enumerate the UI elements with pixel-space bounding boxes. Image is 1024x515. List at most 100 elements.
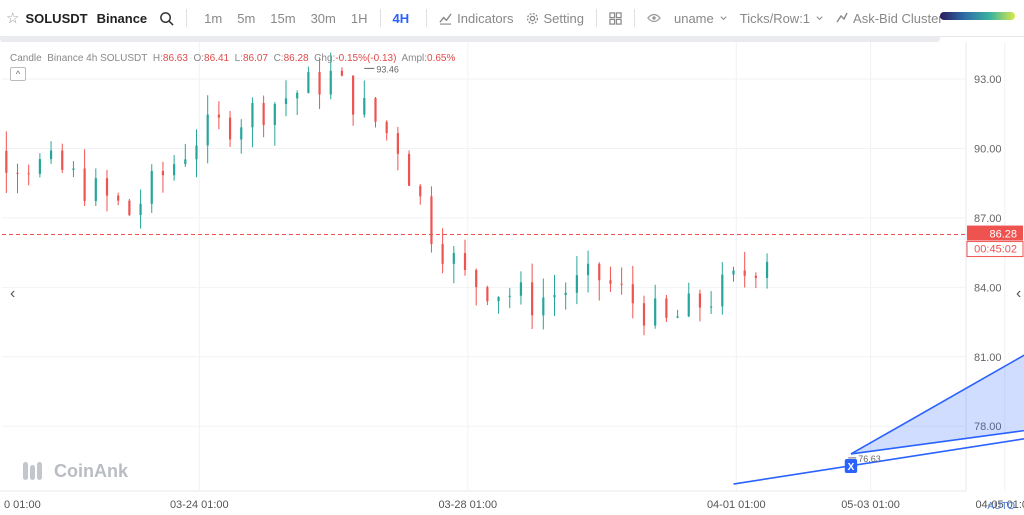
candle-body[interactable] (620, 283, 623, 285)
toolbar-divider (633, 9, 635, 27)
setting-button[interactable]: Setting (520, 11, 590, 26)
favorite-star-icon[interactable]: ☆ (6, 10, 20, 27)
candle-body[interactable] (72, 168, 75, 170)
indicators-label: Indicators (457, 10, 514, 26)
candle-body[interactable] (38, 159, 41, 174)
timeframe-5m[interactable]: 5m (237, 10, 256, 26)
candle-body[interactable] (654, 298, 657, 326)
symbol-selector[interactable]: SOLUSDT Binance (19, 11, 153, 26)
candle-body[interactable] (49, 150, 53, 160)
candle-body[interactable] (318, 72, 321, 95)
candle-body[interactable] (83, 168, 86, 202)
candle-body[interactable] (329, 70, 332, 95)
ticks-row-selector[interactable]: Ticks/Row:1 (734, 11, 830, 26)
candle-body[interactable] (430, 196, 433, 244)
candle-body[interactable] (396, 133, 399, 154)
indicators-button[interactable]: Indicators (433, 11, 519, 26)
low-annotation-label: 76.63 (858, 454, 881, 464)
candle-body[interactable] (631, 284, 634, 304)
pattern-point-x-box[interactable] (844, 458, 858, 473)
candle-body[interactable] (519, 282, 523, 296)
user-menu[interactable]: uname (641, 11, 734, 26)
candle-body[interactable] (94, 178, 97, 202)
candle-body[interactable] (475, 270, 478, 288)
candle-body[interactable] (105, 178, 109, 196)
candle-body[interactable] (195, 145, 198, 160)
candle-body[interactable] (307, 72, 310, 93)
search-icon[interactable] (153, 11, 180, 26)
candle-body[interactable] (217, 114, 220, 118)
candle-body[interactable] (139, 203, 142, 216)
candle-body[interactable] (407, 153, 411, 186)
candle-body[interactable] (598, 263, 601, 281)
candle-body[interactable] (117, 195, 120, 201)
candle-body[interactable] (296, 92, 299, 99)
candle-body[interactable] (206, 114, 209, 146)
candle-body[interactable] (184, 159, 187, 165)
candle-body[interactable] (352, 75, 355, 115)
candle-body[interactable] (676, 316, 679, 318)
candle-body[interactable] (765, 261, 769, 279)
candle-body[interactable] (754, 275, 757, 279)
auto-scale-button[interactable]: AUTO (987, 501, 1015, 512)
candle-body[interactable] (161, 170, 165, 176)
candle-body[interactable] (273, 103, 276, 126)
legend-change: -0.15%(-0.13) (335, 53, 397, 64)
candle-body[interactable] (497, 296, 500, 302)
candle-body[interactable] (228, 117, 232, 140)
candle-body[interactable] (240, 127, 243, 140)
price-axis-panel[interactable] (966, 42, 1024, 515)
toolbar-divider (379, 9, 381, 27)
candle-body[interactable] (564, 292, 567, 296)
candle-body[interactable] (385, 121, 388, 134)
candle-body[interactable] (575, 275, 578, 293)
candle-body[interactable] (452, 253, 455, 264)
candle-body[interactable] (128, 200, 131, 216)
candle-body[interactable] (173, 164, 176, 176)
legend-collapse-button[interactable]: ^ (10, 67, 26, 81)
candle-body[interactable] (150, 170, 153, 204)
candle-body[interactable] (441, 243, 444, 264)
candle-body[interactable] (363, 98, 366, 115)
candle-body[interactable] (27, 173, 30, 175)
high-annotation-label: 93.46 (376, 64, 399, 74)
candle-body[interactable] (542, 297, 545, 316)
candle-body[interactable] (508, 295, 511, 297)
layout-grid-icon[interactable] (603, 11, 628, 25)
harmonic-triangle-xab[interactable] (850, 243, 1024, 455)
candle-body[interactable] (374, 98, 377, 122)
candle-body[interactable] (531, 282, 534, 316)
candle-body[interactable] (743, 270, 746, 276)
heatmap-gradient-bar[interactable] (940, 12, 1015, 20)
candle-body[interactable] (687, 293, 690, 317)
candle-body[interactable] (721, 274, 724, 307)
candle-body[interactable] (609, 280, 612, 284)
candle-body[interactable] (698, 293, 702, 308)
candle-body[interactable] (642, 303, 646, 326)
timeframe-1h[interactable]: 1H (350, 10, 368, 26)
horizontal-scrollbar[interactable] (0, 36, 940, 42)
candle-body[interactable] (665, 298, 668, 318)
chevron-right-icon[interactable]: ‹ (1016, 285, 1022, 302)
candle-body[interactable] (710, 306, 713, 308)
candle-body[interactable] (553, 295, 556, 298)
gear-icon (526, 12, 538, 24)
candle-body[interactable] (340, 70, 344, 76)
timeframe-1m[interactable]: 1m (204, 10, 223, 26)
chevron-left-icon[interactable]: ‹ (10, 285, 16, 302)
candle-body[interactable] (732, 270, 735, 275)
candle-body[interactable] (586, 263, 590, 276)
candle-body[interactable] (5, 150, 8, 173)
candle-body[interactable] (251, 103, 254, 128)
candle-body[interactable] (486, 287, 489, 302)
candle-body[interactable] (463, 253, 467, 271)
candle-body[interactable] (262, 103, 265, 126)
candle-body[interactable] (419, 185, 422, 197)
timeframe-4h[interactable]: 4H (392, 10, 410, 26)
timeframe-15m[interactable]: 15m (270, 10, 296, 26)
candle-body[interactable] (284, 98, 288, 104)
candle-body[interactable] (61, 150, 64, 170)
candle-body[interactable] (16, 172, 19, 174)
candlestick-chart[interactable]: 93.00 90.00 87.00 84.00 81.00 78.00 0 01:00 03-… (0, 42, 1024, 515)
timeframe-30m[interactable]: 30m (310, 10, 336, 26)
